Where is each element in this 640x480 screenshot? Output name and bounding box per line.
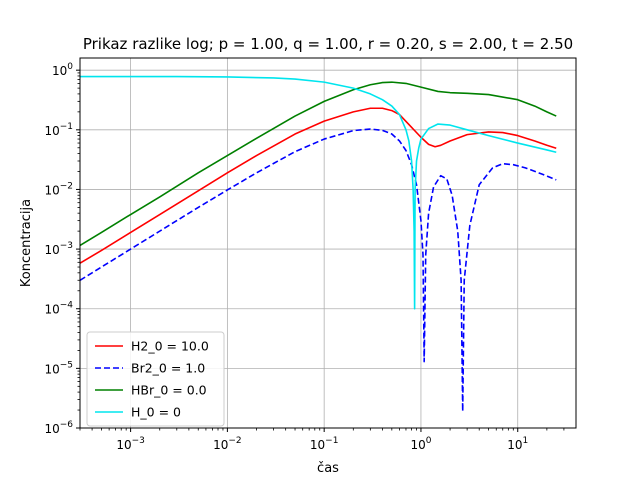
y-axis-ticks: 10−6 10−5 10−4 10−3 10−2 10−1 100 [44, 62, 80, 436]
y-tick-label: 100 [52, 62, 73, 78]
legend-label-3: H_0 = 0 [131, 405, 181, 420]
y-tick-label: 10−3 [44, 241, 73, 257]
series-line-2 [80, 81, 557, 247]
x-tick-label: 101 [507, 436, 528, 452]
series-line-1 [80, 128, 557, 413]
y-axis-label: Koncentracija [19, 199, 34, 287]
legend-label-1: Br2_0 = 1.0 [131, 361, 205, 376]
y-tick-label: 10−1 [44, 122, 73, 138]
x-tick-label: 100 [410, 436, 431, 452]
x-axis-ticks: 10−3 10−2 10−1 100 101 [79, 428, 565, 452]
series-line-3 [80, 75, 557, 310]
legend-label-0: H2_0 = 10.0 [131, 339, 209, 354]
x-tick-label: 10−3 [116, 436, 145, 452]
grid [80, 58, 576, 429]
x-axis-label: čas [317, 461, 339, 476]
legend-box [86, 331, 225, 427]
legend: H2_0 = 10.0 Br2_0 = 1.0 HBr_0 = 0.0 H_0 = … [86, 331, 225, 427]
y-tick-label: 10−6 [44, 420, 73, 436]
x-tick-label: 10−2 [213, 436, 242, 452]
plot-series [80, 75, 557, 413]
legend-label-2: HBr_0 = 0.0 [131, 383, 207, 398]
chart-title: Prikaz razlike log; p = 1.00, q = 1.00, … [83, 35, 573, 53]
y-tick-label: 10−5 [44, 360, 73, 376]
x-tick-label: 10−1 [310, 436, 339, 452]
y-tick-label: 10−2 [44, 181, 73, 197]
plot-frame [79, 57, 577, 429]
y-tick-label: 10−4 [44, 301, 73, 317]
